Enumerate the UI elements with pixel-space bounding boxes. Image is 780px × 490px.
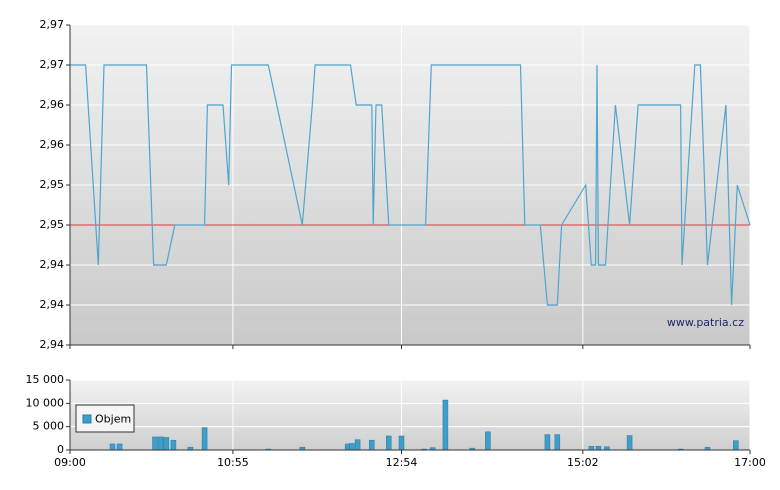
volume-bar xyxy=(626,435,633,451)
x-tick-label: 09:00 xyxy=(54,456,86,469)
legend-label: Objem xyxy=(95,413,131,426)
volume-bar xyxy=(170,439,177,451)
y-tick-label: 2,97 xyxy=(40,58,65,71)
y-tick-label: 2,96 xyxy=(40,98,65,111)
volume-bar xyxy=(369,439,375,451)
volume-bar xyxy=(201,427,208,451)
y-tick-label: 10 000 xyxy=(26,396,65,409)
volume-bar xyxy=(109,443,116,451)
volume-bar xyxy=(398,435,405,451)
volume-bar xyxy=(386,435,392,451)
watermark: www.patria.cz xyxy=(667,316,744,329)
y-tick-label: 0 xyxy=(57,443,64,456)
volume-bar xyxy=(152,436,158,451)
volume-bar xyxy=(442,399,449,451)
y-tick-label: 5 000 xyxy=(33,420,65,433)
plot-background xyxy=(70,380,750,450)
y-tick-label: 2,94 xyxy=(40,298,65,311)
volume-bar xyxy=(588,446,595,451)
y-tick-label: 2,97 xyxy=(40,18,65,31)
x-tick-label: 15:02 xyxy=(567,456,599,469)
volume-bar xyxy=(163,437,170,451)
y-tick-label: 2,95 xyxy=(40,218,65,231)
volume-bar xyxy=(485,431,491,451)
x-tick-label: 17:00 xyxy=(734,456,766,469)
x-tick-label: 10:55 xyxy=(217,456,249,469)
price-line xyxy=(70,64,751,306)
y-tick-label: 2,94 xyxy=(40,258,65,271)
volume-bar xyxy=(349,443,355,451)
volume-bar xyxy=(116,443,123,451)
volume-bar xyxy=(354,439,361,451)
volume-bar xyxy=(157,436,164,451)
volume-bar xyxy=(733,440,739,451)
y-tick-label: 2,96 xyxy=(40,138,65,151)
y-tick-label: 2,94 xyxy=(40,338,65,351)
y-tick-label: 2,95 xyxy=(40,178,65,191)
volume-bar xyxy=(595,446,602,451)
legend-swatch xyxy=(82,414,92,424)
y-tick-label: 15 000 xyxy=(26,373,65,386)
volume-bar xyxy=(554,434,561,451)
x-tick-label: 12:54 xyxy=(386,456,418,469)
volume-bar xyxy=(544,434,551,451)
